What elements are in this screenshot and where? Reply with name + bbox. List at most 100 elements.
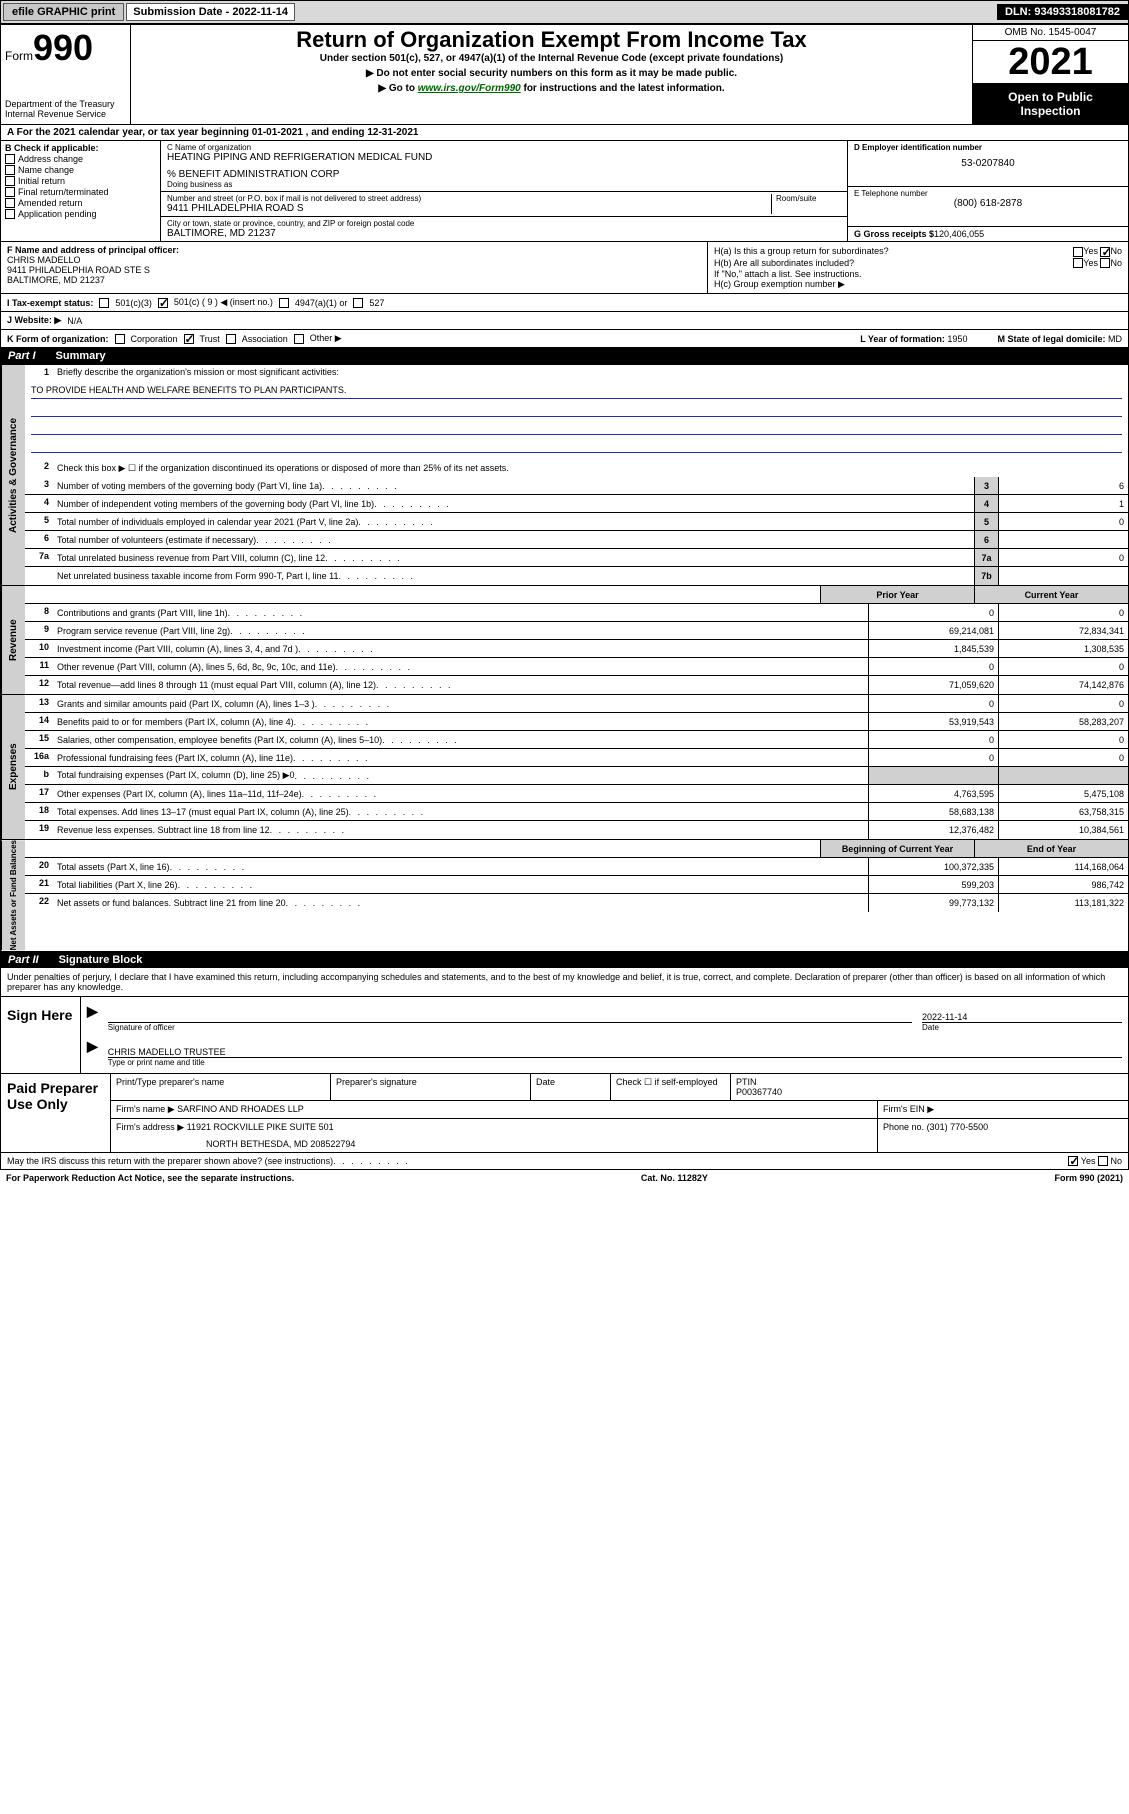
chk-ha-yes[interactable] <box>1073 247 1083 257</box>
submission-date: Submission Date - 2022-11-14 <box>126 3 295 21</box>
form-ref: Form 990 (2021) <box>1054 1173 1123 1183</box>
table-row: 6 Total number of volunteers (estimate i… <box>25 531 1128 549</box>
table-row: 4 Number of independent voting members o… <box>25 495 1128 513</box>
chk-name-change[interactable] <box>5 165 15 175</box>
chk-ha-no[interactable] <box>1100 247 1110 257</box>
subtitle-2: ▶ Do not enter social security numbers o… <box>137 68 966 79</box>
table-row: 5 Total number of individuals employed i… <box>25 513 1128 531</box>
dept-label: Department of the Treasury <box>5 99 126 109</box>
table-row: 11 Other revenue (Part VIII, column (A),… <box>25 658 1128 676</box>
table-row: 9 Program service revenue (Part VIII, li… <box>25 622 1128 640</box>
section-bcd: B Check if applicable: Address change Na… <box>0 141 1129 242</box>
form-number: 990 <box>33 27 93 68</box>
signature-block: Under penalties of perjury, I declare th… <box>0 968 1129 1074</box>
ptin: P00367740 <box>736 1087 782 1097</box>
officer-addr1: 9411 PHILADELPHIA ROAD STE S <box>7 265 701 275</box>
chk-amended[interactable] <box>5 198 15 208</box>
chk-501c3[interactable] <box>99 298 109 308</box>
chk-initial-return[interactable] <box>5 176 15 186</box>
state-domicile: MD <box>1108 334 1122 344</box>
arrow-icon: ▶ <box>87 1038 98 1067</box>
table-row: 7a Total unrelated business revenue from… <box>25 549 1128 567</box>
cat-no: Cat. No. 11282Y <box>641 1173 708 1183</box>
side-revenue: Revenue <box>1 586 25 694</box>
form-title: Return of Organization Exempt From Incom… <box>137 27 966 53</box>
city-state-zip: BALTIMORE, MD 21237 <box>167 228 841 239</box>
row-j-website: J Website: ▶ N/A <box>0 312 1129 330</box>
table-row: 10 Investment income (Part VIII, column … <box>25 640 1128 658</box>
org-name: HEATING PIPING AND REFRIGERATION MEDICAL… <box>167 152 841 163</box>
chk-other[interactable] <box>294 334 304 344</box>
open-public-badge: Open to Public Inspection <box>973 84 1128 124</box>
row-a-tax-year: A For the 2021 calendar year, or tax yea… <box>0 125 1129 141</box>
table-row: 3 Number of voting members of the govern… <box>25 477 1128 495</box>
ein: 53-0207840 <box>854 158 1122 169</box>
efile-print-button[interactable]: efile GRAPHIC print <box>3 3 124 21</box>
subtitle-1: Under section 501(c), 527, or 4947(a)(1)… <box>137 53 966 64</box>
part2-header: Part II Signature Block <box>0 952 1129 968</box>
gross-receipts: 120,406,055 <box>934 229 984 239</box>
chk-discuss-no[interactable] <box>1098 1156 1108 1166</box>
care-of: % BENEFIT ADMINISTRATION CORP <box>167 169 841 180</box>
chk-hb-no[interactable] <box>1100 258 1110 268</box>
firm-name: SARFINO AND RHOADES LLP <box>177 1104 304 1114</box>
table-row: 22 Net assets or fund balances. Subtract… <box>25 894 1128 912</box>
irs-label: Internal Revenue Service <box>5 109 126 119</box>
table-row: 15 Salaries, other compensation, employe… <box>25 731 1128 749</box>
part1-header: Part I Summary <box>0 348 1129 364</box>
firm-addr2: NORTH BETHESDA, MD 208522794 <box>206 1139 872 1149</box>
table-row: b Total fundraising expenses (Part IX, c… <box>25 767 1128 785</box>
subtitle-3-post: for instructions and the latest informat… <box>521 83 725 94</box>
arrow-icon: ▶ <box>87 1003 98 1032</box>
chk-app-pending[interactable] <box>5 209 15 219</box>
dln: DLN: 93493318081782 <box>997 4 1128 20</box>
chk-trust[interactable] <box>184 334 194 344</box>
irs-link[interactable]: www.irs.gov/Form990 <box>418 83 521 94</box>
chk-4947[interactable] <box>279 298 289 308</box>
table-row: 20 Total assets (Part X, line 16) 100,37… <box>25 858 1128 876</box>
expenses-block: Expenses 13 Grants and similar amounts p… <box>0 695 1129 840</box>
chk-501c-other[interactable] <box>158 298 168 308</box>
chk-corp[interactable] <box>115 334 125 344</box>
side-netassets: Net Assets or Fund Balances <box>1 840 25 950</box>
form-word: Form <box>5 49 33 63</box>
row-k-form-org: K Form of organization: Corporation Trus… <box>0 330 1129 348</box>
col-b-checkboxes: B Check if applicable: Address change Na… <box>1 141 161 241</box>
omb-number: OMB No. 1545-0047 <box>973 25 1128 41</box>
sign-here-label: Sign Here <box>1 997 81 1073</box>
form-header: Form990 Department of the Treasury Inter… <box>0 24 1129 125</box>
website-value: N/A <box>67 316 82 326</box>
table-row: 16a Professional fundraising fees (Part … <box>25 749 1128 767</box>
paid-preparer-label: Paid Preparer Use Only <box>1 1074 111 1152</box>
street-address: 9411 PHILADELPHIA ROAD S <box>167 203 771 214</box>
officer-addr2: BALTIMORE, MD 21237 <box>7 275 701 285</box>
table-row: 12 Total revenue—add lines 8 through 11 … <box>25 676 1128 694</box>
chk-discuss-yes[interactable] <box>1068 1156 1078 1166</box>
chk-address-change[interactable] <box>5 154 15 164</box>
chk-assoc[interactable] <box>226 334 236 344</box>
mission-text: TO PROVIDE HEALTH AND WELFARE BENEFITS T… <box>31 385 1122 399</box>
top-bar: efile GRAPHIC print Submission Date - 20… <box>0 0 1129 24</box>
table-row: 14 Benefits paid to or for members (Part… <box>25 713 1128 731</box>
table-row: 13 Grants and similar amounts paid (Part… <box>25 695 1128 713</box>
table-row: 21 Total liabilities (Part X, line 26) 5… <box>25 876 1128 894</box>
row-fh: F Name and address of principal officer:… <box>0 242 1129 294</box>
table-row: 8 Contributions and grants (Part VIII, l… <box>25 604 1128 622</box>
chk-527[interactable] <box>353 298 363 308</box>
netassets-block: Net Assets or Fund Balances Beginning of… <box>0 840 1129 951</box>
table-row: Net unrelated business taxable income fr… <box>25 567 1128 585</box>
table-row: 18 Total expenses. Add lines 13–17 (must… <box>25 803 1128 821</box>
sig-date: 2022-11-14 <box>922 1003 1122 1023</box>
telephone: (800) 618-2878 <box>854 198 1122 209</box>
footer-bottom: For Paperwork Reduction Act Notice, see … <box>0 1170 1129 1186</box>
firm-phone: (301) 770-5500 <box>927 1122 989 1132</box>
side-expenses: Expenses <box>1 695 25 839</box>
chk-final-return[interactable] <box>5 187 15 197</box>
tax-year: 2021 <box>973 41 1128 84</box>
firm-addr1: 11921 ROCKVILLE PIKE SUITE 501 <box>187 1122 334 1132</box>
year-formation: 1950 <box>947 334 967 344</box>
chk-hb-yes[interactable] <box>1073 258 1083 268</box>
governance-block: Activities & Governance 1 Briefly descri… <box>0 364 1129 586</box>
side-governance: Activities & Governance <box>1 365 25 585</box>
subtitle-3-pre: ▶ Go to <box>378 83 417 94</box>
